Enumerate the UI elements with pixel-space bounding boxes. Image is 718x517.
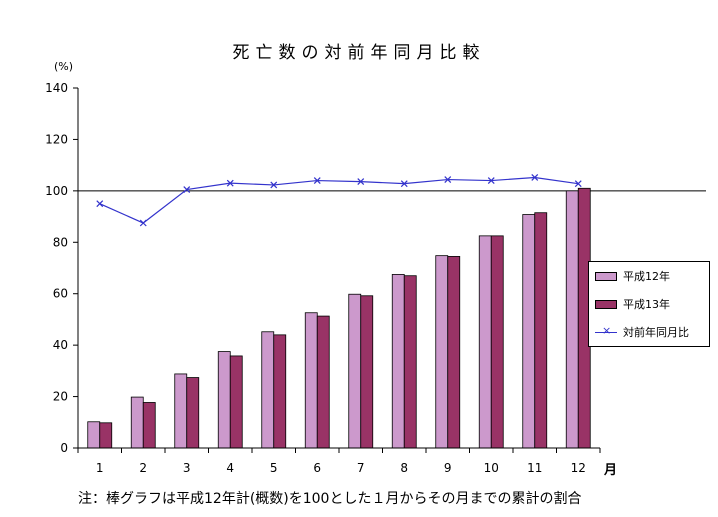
bar-h12 (522, 214, 536, 449)
legend-swatch-h12 (595, 271, 617, 281)
bar-h12 (565, 190, 579, 449)
bar-h13 (447, 256, 461, 449)
bar-h13 (534, 212, 548, 449)
y-tick-label: 100 (45, 184, 68, 198)
bar-h13 (186, 377, 200, 449)
point-ratio (400, 180, 408, 188)
y-tick-label: 80 (53, 235, 68, 249)
bar-h12 (348, 293, 362, 449)
bar-h13 (142, 402, 156, 449)
legend: 平成12年 平成13年 対前年同月比 (588, 261, 710, 347)
y-axis-unit: (%) (54, 60, 74, 73)
series-line-ratio (99, 176, 579, 224)
bar-h12 (478, 235, 492, 449)
bar-h12 (435, 255, 449, 449)
bar-h13 (360, 295, 374, 449)
point-ratio (96, 200, 104, 208)
point-ratio (183, 186, 191, 193)
bar-h13 (403, 275, 417, 449)
bar-h12 (261, 331, 275, 449)
y-tick-label: 140 (45, 81, 68, 95)
x-tick-label: 2 (139, 461, 147, 475)
x-tick-label: 6 (313, 461, 321, 475)
x-tick-label: 7 (357, 461, 365, 475)
legend-label-h12: 平成12年 (623, 270, 670, 283)
legend-item-ratio: 対前年同月比 (595, 324, 689, 339)
bar-h13 (229, 355, 243, 449)
y-tick-label: 0 (60, 441, 68, 455)
bar-h12 (391, 274, 405, 449)
legend-label-ratio: 対前年同月比 (623, 326, 689, 339)
bar-h12 (174, 373, 188, 449)
x-tick-label: 3 (183, 461, 191, 475)
point-ratio (444, 176, 452, 183)
footnote: 注：棒グラフは平成12年計(概数)を100とした１月からその月までの累計の割合 (78, 491, 582, 507)
legend-item-h13: 平成13年 (595, 297, 670, 311)
x-tick-label: 11 (527, 461, 542, 475)
bar-h13 (99, 422, 113, 449)
point-ratio (487, 177, 495, 184)
legend-swatch-h13 (595, 299, 617, 309)
bar-h13 (273, 334, 287, 449)
legend-line-marker-icon (595, 324, 617, 337)
point-ratio (313, 177, 321, 184)
point-ratio (531, 174, 539, 181)
x-tick-label: 8 (400, 461, 408, 475)
bar-h12 (130, 396, 144, 449)
x-tick-label: 9 (444, 461, 452, 475)
y-tick-label: 40 (53, 338, 68, 352)
x-tick-label: 4 (226, 461, 234, 475)
y-tick-label: 20 (53, 390, 68, 404)
point-ratio (574, 180, 582, 188)
x-tick-label: 10 (484, 461, 499, 475)
legend-item-h12: 平成12年 (595, 269, 670, 283)
point-ratio (357, 178, 365, 186)
bar-h13 (490, 235, 504, 449)
bar-h12 (87, 421, 101, 449)
point-ratio (139, 219, 147, 227)
y-tick-label: 120 (45, 132, 68, 146)
point-ratio (226, 179, 234, 187)
bar-h12 (304, 312, 318, 449)
bar-h13 (316, 315, 330, 449)
chart-title: 死亡数の対前年同月比較 (232, 43, 486, 63)
point-ratio (270, 181, 278, 189)
bar-h12 (217, 351, 231, 449)
x-tick-label: 5 (270, 461, 278, 475)
y-tick-label: 60 (53, 287, 68, 301)
x-tick-label: 1 (96, 461, 104, 475)
legend-label-h13: 平成13年 (623, 298, 670, 311)
x-axis-unit: 月 (604, 463, 618, 478)
x-tick-label: 12 (571, 461, 586, 475)
